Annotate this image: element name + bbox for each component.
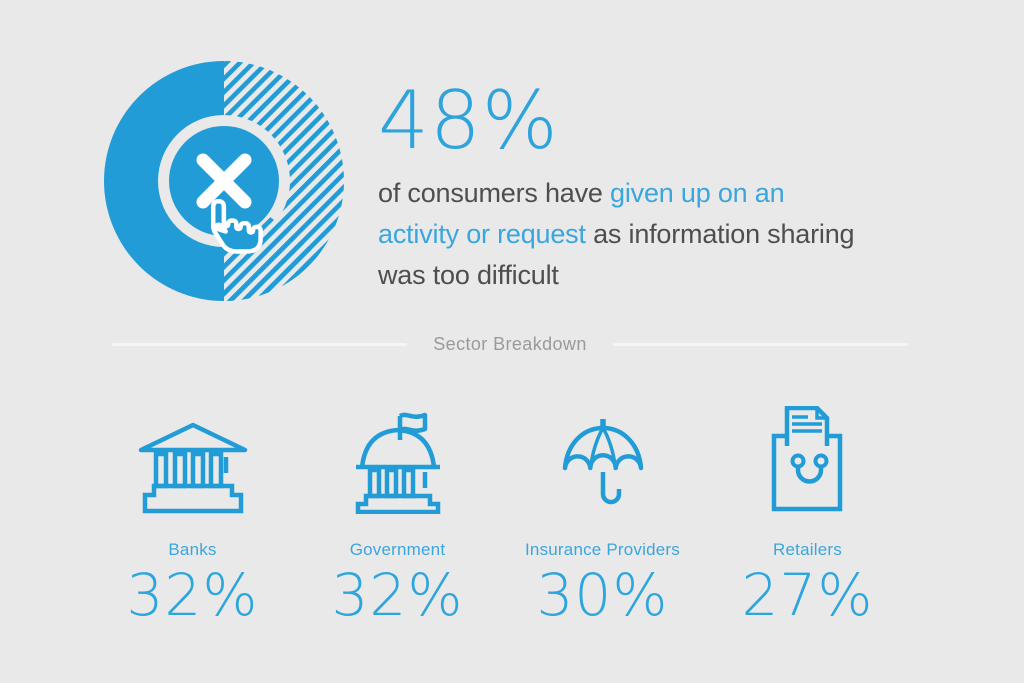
section-divider: Sector Breakdown <box>112 334 909 355</box>
hero-description-suffix: as information sharing was too difficult <box>378 219 855 290</box>
sector-government: Government 32% <box>295 400 500 624</box>
sector-value: 32% <box>331 561 464 629</box>
sector-label: Insurance Providers <box>525 540 680 559</box>
shopping-bag-receipt-icon <box>771 406 842 512</box>
sector-label: Government <box>349 540 446 559</box>
hero-description: of consumers have given up on an activit… <box>378 173 858 296</box>
sector-breakdown: Banks 32% Government 32% <box>90 400 910 624</box>
divider-line-right <box>612 343 909 346</box>
donut-chart-svg <box>104 61 344 301</box>
divider-line-left <box>112 343 408 346</box>
sector-value: 27% <box>741 561 874 629</box>
x-cross-icon <box>196 153 252 209</box>
hero-stat-value: 48% <box>378 74 559 167</box>
sector-value: 30% <box>536 561 669 629</box>
sector-insurance: Insurance Providers 30% <box>500 400 705 624</box>
divider-label: Sector Breakdown <box>433 334 587 354</box>
sector-value: 32% <box>126 561 259 629</box>
hero-description-prefix: of consumers have <box>378 178 611 208</box>
sector-banks: Banks 32% <box>90 400 295 624</box>
hero-section: 48% of consumers have given up on an act… <box>104 61 858 301</box>
hero-text-block: 48% of consumers have given up on an act… <box>378 61 858 301</box>
sector-label: Banks <box>168 540 217 559</box>
bank-building-icon <box>138 422 247 514</box>
umbrella-icon <box>562 419 643 505</box>
government-dome-flag-icon <box>355 412 440 514</box>
tap-hand-icon <box>210 199 263 254</box>
sector-retailers: Retailers 27% <box>705 400 910 624</box>
hero-description-highlight: given up on an activity or request <box>378 178 785 249</box>
donut-chart <box>104 61 344 301</box>
sector-label: Retailers <box>773 540 842 559</box>
